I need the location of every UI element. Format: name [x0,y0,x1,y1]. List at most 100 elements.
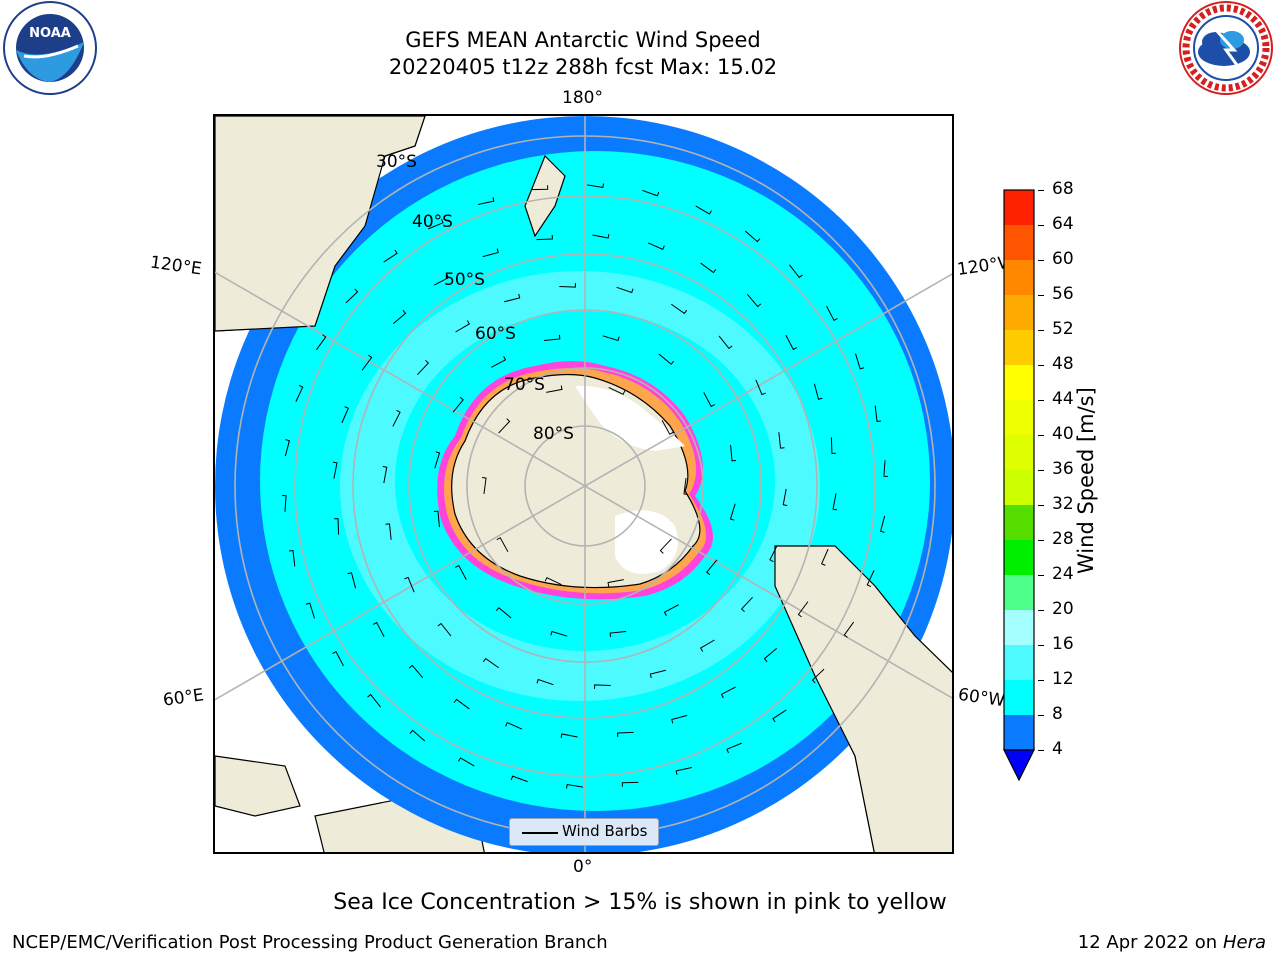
colorbar-segment [1004,190,1034,225]
colorbar-tick-mark [1038,575,1044,576]
wind-barb [536,235,553,241]
lat-label-50s: 50°S [444,270,485,290]
wind-barb [706,559,718,576]
colorbar-tick-mark [1038,190,1044,191]
wind-barb [536,678,554,686]
wind-barb [616,286,634,294]
colorbar-tick-label: 4 [1052,739,1063,759]
wind-barb [433,510,440,528]
wind-barb [729,503,736,521]
wind-barb [883,460,888,478]
wind-barb [647,242,665,251]
wind-barb [341,406,350,424]
wind-barb [546,385,563,393]
wind-barb [428,218,444,230]
wind-barb [491,356,507,368]
colorbar-tick-label: 56 [1052,284,1074,304]
wind-barb [566,783,584,789]
colorbar-tick-label: 8 [1052,704,1063,724]
wind-barb [382,466,388,484]
colorbar-tick-mark [1038,715,1044,716]
colorbar-tick-mark [1038,470,1044,471]
meridian-line-120 [215,273,952,701]
machine-name: Hera [1222,932,1266,953]
wind-barb [602,335,620,342]
colorbar-tick-mark [1038,295,1044,296]
colorbar-tick-mark [1038,400,1044,401]
wind-barb [282,494,287,512]
wind-barb [393,309,407,325]
wind-barb [544,577,562,585]
wind-barb [334,518,340,535]
wind-barb [392,409,401,427]
wind-barb [830,437,836,454]
wind-barb [671,714,688,724]
wind-barb [866,570,875,588]
wind-barb [372,621,385,637]
wind-barb [417,359,430,376]
lon-label-120e: 120°E [148,252,203,280]
colorbar-tick-label: 32 [1052,494,1074,514]
wind-barb-legend-line [522,832,558,834]
wind-barb [659,538,672,554]
wind-barb [560,733,578,739]
wind-barb [855,353,865,370]
colorbar-tick-mark [1038,260,1044,261]
colorbar-segment [1004,575,1034,610]
wind-barb [782,488,788,506]
wind-barb [720,686,736,699]
land-australia-overlap [215,116,426,332]
colorbar-tick-label: 20 [1052,599,1074,619]
wind-barb [763,647,777,663]
wind-barb [874,405,882,423]
colorbar-tick-mark [1038,505,1044,506]
wind-barb [700,262,717,274]
wind-barb [288,549,296,567]
land-madagascar [215,755,301,817]
wind-barb [607,579,624,587]
wind-barb [811,668,825,684]
colorbar-tick-label: 48 [1052,354,1074,374]
generation-date-text: 12 Apr 2022 on [1077,932,1218,953]
wind-barb [746,294,762,308]
colorbar-segment [1004,225,1034,260]
wind-barb [778,432,785,449]
wind-barb [409,729,426,742]
wind-barb [843,621,855,638]
wind-barb [452,396,464,413]
wind-barb [826,305,838,322]
wind-barb [495,607,512,619]
wind-barb [482,248,499,258]
wind-barb [347,572,357,589]
wind-barb [482,657,499,669]
colorbar-tick-label: 44 [1052,389,1074,409]
lat-label-80s: 80°S [533,424,574,444]
wind-barb [703,392,715,408]
colorbar-tick-label: 12 [1052,669,1074,689]
wind-barb [675,767,692,775]
wind-barb [455,564,467,580]
wind-barb [726,742,742,754]
colorbar-segment [1004,505,1034,540]
wind-barb [592,233,610,239]
lat-label-30s: 30°S [376,152,417,172]
wind-barb [586,183,604,189]
colorbar-tick-label: 64 [1052,214,1074,234]
noaa-logo-text: NOAA [29,26,71,41]
wind-barb [744,230,761,243]
colorbar-tick-mark [1038,610,1044,611]
colorbar-label: Wind Speed [m/s] [1074,387,1098,574]
land-new-zealand [524,154,566,238]
wind-barb [663,604,679,616]
wind-barb [543,334,561,341]
colorbar-tick-label: 68 [1052,179,1074,199]
wind-barb [345,288,359,304]
wind-barb [504,293,521,303]
lon-label-60e: 60°E [161,685,206,711]
wind-barb [505,721,523,730]
wind-barb [332,650,344,667]
wind-barb [284,439,290,457]
colorbar-tick-mark [1038,540,1044,541]
wind-barb [531,185,549,191]
colorbar-segment [1004,260,1034,295]
